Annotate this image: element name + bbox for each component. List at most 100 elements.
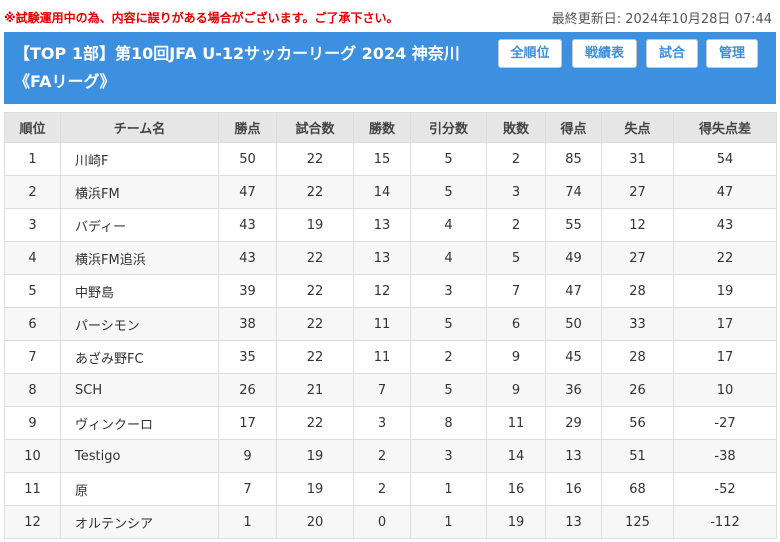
- cell-losses: 6: [486, 307, 546, 341]
- cell-points: 7: [218, 472, 277, 506]
- cell-points: 17: [218, 406, 277, 440]
- league-header: 【TOP 1部】第10回JFA U-12サッカーリーグ 2024 神奈川 《FA…: [4, 32, 776, 104]
- cell-rank: 9: [4, 406, 61, 440]
- cell-played: 19: [276, 208, 354, 242]
- column-header-goals-for: 得点: [545, 112, 602, 143]
- cell-draws: 4: [410, 208, 487, 242]
- cell-goals-for: 55: [545, 208, 602, 242]
- cell-rank: 2: [4, 175, 61, 209]
- cell-goals-against: 27: [601, 241, 674, 275]
- cell-rank: 10: [4, 439, 61, 473]
- cell-team: SCH: [60, 373, 219, 407]
- cell-losses: 3: [486, 175, 546, 209]
- cell-goals-for: 49: [545, 241, 602, 275]
- table-row: 5 中野島 39 22 12 3 7 47 28 19: [4, 274, 777, 308]
- league-title-line1: 【TOP 1部】第10回JFA U-12サッカーリーグ 2024 神奈川: [14, 44, 460, 63]
- cell-team: バディー: [60, 208, 219, 242]
- cell-losses: 16: [486, 472, 546, 506]
- cell-played: 22: [276, 142, 354, 176]
- cell-wins: 13: [353, 241, 411, 275]
- cell-points: 38: [218, 307, 277, 341]
- cell-points: 35: [218, 340, 277, 374]
- cell-goals-against: 28: [601, 340, 674, 374]
- cell-rank: 3: [4, 208, 61, 242]
- cell-team: ヴィンクーロ: [60, 406, 219, 440]
- cell-played: 21: [276, 373, 354, 407]
- cell-goal-diff: -112: [673, 505, 777, 539]
- cell-points: 9: [218, 439, 277, 473]
- cell-rank: 11: [4, 472, 61, 506]
- cell-goal-diff: 22: [673, 241, 777, 275]
- table-row: 2 横浜FM 47 22 14 5 3 74 27 47: [4, 175, 777, 209]
- admin-button[interactable]: 管理: [706, 39, 758, 68]
- cell-team: パーシモン: [60, 307, 219, 341]
- cell-goal-diff: 17: [673, 340, 777, 374]
- cell-played: 22: [276, 307, 354, 341]
- cell-goals-against: 31: [601, 142, 674, 176]
- cell-played: 22: [276, 340, 354, 374]
- cell-goal-diff: 47: [673, 175, 777, 209]
- cell-goals-against: 12: [601, 208, 674, 242]
- table-row: 3 バディー 43 19 13 4 2 55 12 43: [4, 208, 777, 242]
- cell-goals-against: 56: [601, 406, 674, 440]
- cell-team: 中野島: [60, 274, 219, 308]
- cell-goals-for: 36: [545, 373, 602, 407]
- cell-goal-diff: -27: [673, 406, 777, 440]
- cell-goals-against: 33: [601, 307, 674, 341]
- cell-wins: 11: [353, 307, 411, 341]
- cell-played: 20: [276, 505, 354, 539]
- cell-draws: 1: [410, 505, 487, 539]
- cell-wins: 12: [353, 274, 411, 308]
- column-header-draws: 引分数: [410, 112, 487, 143]
- league-title-line2: 《FAリーグ》: [14, 72, 116, 91]
- cell-draws: 1: [410, 472, 487, 506]
- cell-losses: 9: [486, 373, 546, 407]
- cell-points: 43: [218, 241, 277, 275]
- cell-goals-for: 29: [545, 406, 602, 440]
- cell-losses: 19: [486, 505, 546, 539]
- cell-team: 横浜FM追浜: [60, 241, 219, 275]
- column-header-goals-against: 失点: [601, 112, 674, 143]
- cell-goals-against: 125: [601, 505, 674, 539]
- cell-wins: 3: [353, 406, 411, 440]
- table-body: 1 川崎F 50 22 15 5 2 85 31 54 2 横浜FM 47 22 14 5 3 74 27 47 3 バデ…: [4, 142, 777, 539]
- table-row: 6 パーシモン 38 22 11 5 6 50 33 17: [4, 307, 777, 341]
- table-row: 1 川崎F 50 22 15 5 2 85 31 54: [4, 142, 777, 176]
- cell-goals-for: 16: [545, 472, 602, 506]
- cell-goals-for: 85: [545, 142, 602, 176]
- cell-goal-diff: 43: [673, 208, 777, 242]
- notice-bar: ※試験運用中の為、内容に誤りがある場合がございます。ご了承下さい。 最終更新日:…: [0, 0, 780, 32]
- cell-goals-for: 13: [545, 505, 602, 539]
- cell-rank: 12: [4, 505, 61, 539]
- cell-rank: 5: [4, 274, 61, 308]
- cell-rank: 6: [4, 307, 61, 341]
- cell-points: 47: [218, 175, 277, 209]
- cell-played: 22: [276, 274, 354, 308]
- cell-team: 川崎F: [60, 142, 219, 176]
- cell-wins: 2: [353, 472, 411, 506]
- column-header-rank: 順位: [4, 112, 61, 143]
- table-header-row: 順位 チーム名 勝点 試合数 勝数 引分数 敗数 得点 失点 得失点差: [4, 112, 777, 143]
- cell-draws: 5: [410, 175, 487, 209]
- cell-points: 43: [218, 208, 277, 242]
- all-standings-button[interactable]: 全順位: [498, 39, 562, 68]
- cell-draws: 5: [410, 307, 487, 341]
- cell-draws: 2: [410, 340, 487, 374]
- cell-losses: 2: [486, 142, 546, 176]
- cell-wins: 11: [353, 340, 411, 374]
- cell-points: 26: [218, 373, 277, 407]
- matches-button[interactable]: 試合: [646, 39, 698, 68]
- cell-points: 1: [218, 505, 277, 539]
- cell-losses: 14: [486, 439, 546, 473]
- cell-team: あざみ野FC: [60, 340, 219, 374]
- cell-rank: 7: [4, 340, 61, 374]
- column-header-losses: 敗数: [486, 112, 546, 143]
- cell-goal-diff: 10: [673, 373, 777, 407]
- cell-rank: 4: [4, 241, 61, 275]
- cell-goals-for: 50: [545, 307, 602, 341]
- cell-losses: 2: [486, 208, 546, 242]
- cell-team: 原: [60, 472, 219, 506]
- cell-wins: 0: [353, 505, 411, 539]
- cell-played: 19: [276, 472, 354, 506]
- record-table-button[interactable]: 戦績表: [572, 39, 637, 68]
